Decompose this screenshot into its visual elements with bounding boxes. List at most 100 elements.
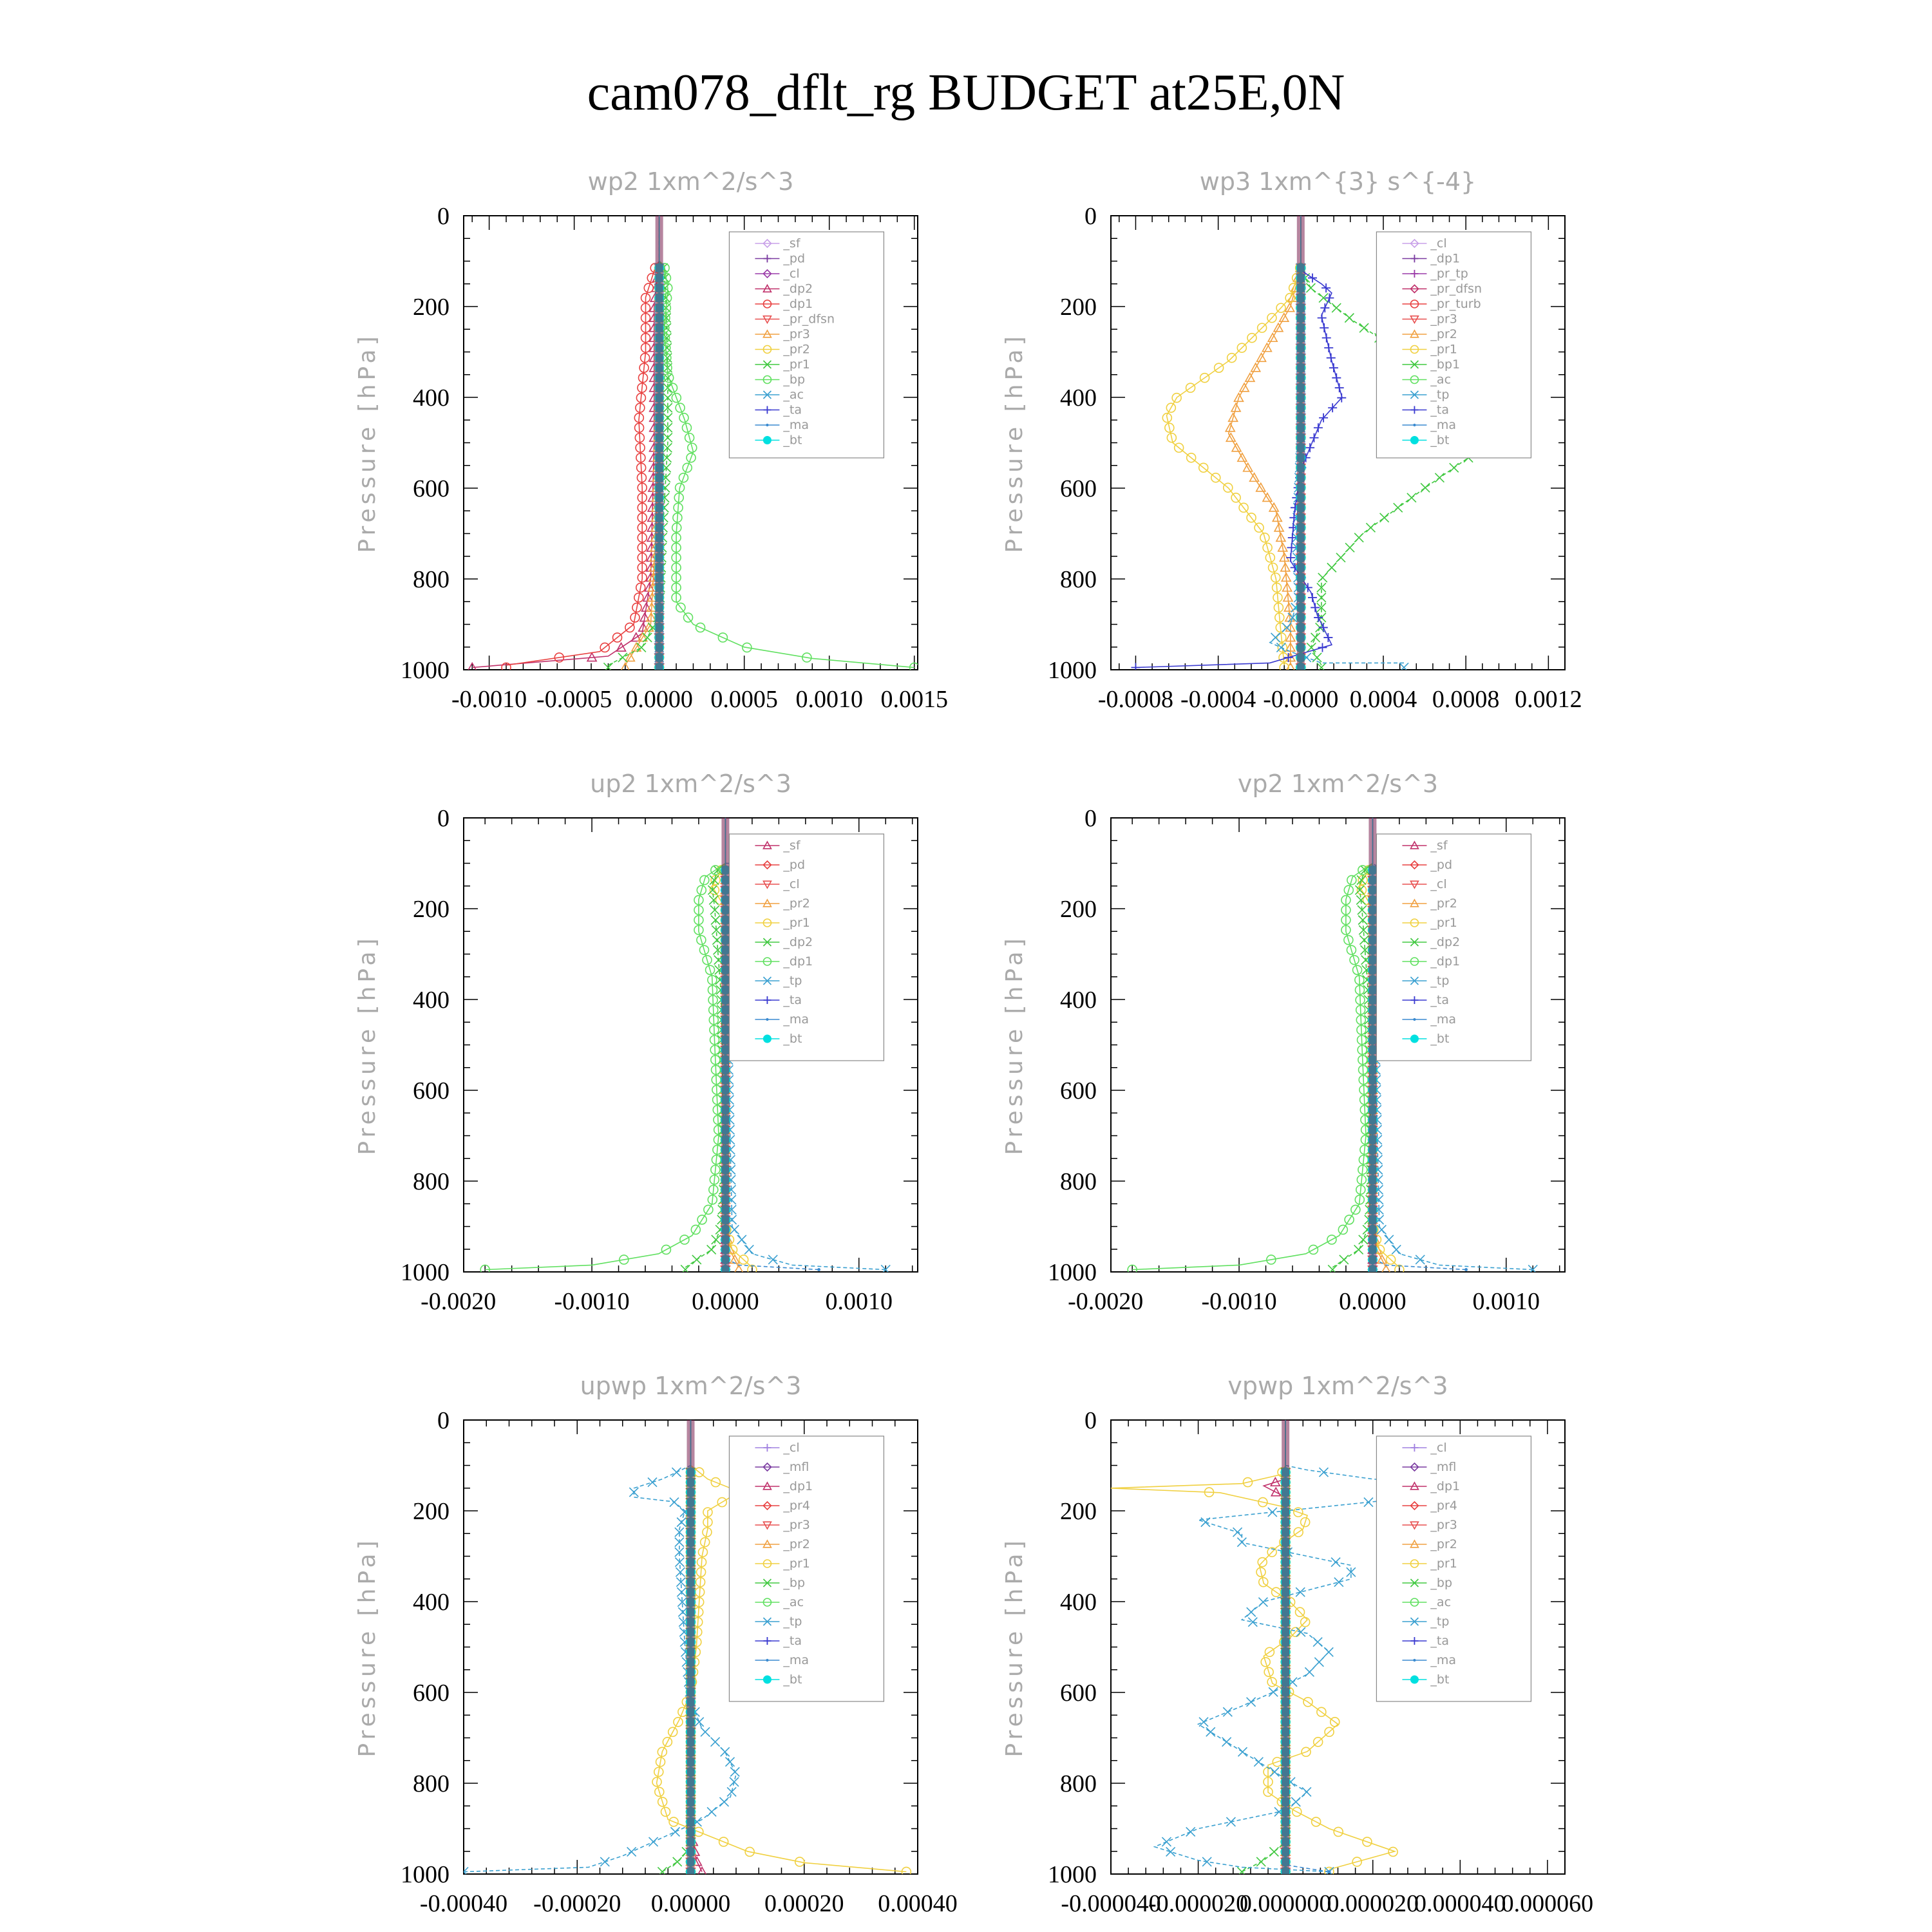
series-marker-bp1 (1434, 473, 1444, 483)
series-marker-dp1 (703, 1204, 714, 1215)
series-marker-dp2 (714, 955, 724, 965)
series-marker-pr3 (645, 612, 657, 622)
series-line-pr2 (1227, 265, 1302, 665)
legend-marker (762, 1521, 772, 1530)
series-marker-bp (663, 372, 674, 383)
series-marker-dp2 (1327, 1264, 1338, 1272)
legend-box (728, 231, 885, 459)
panel-title: vp2 1xm^2/s^3 (1238, 770, 1438, 798)
series-marker-pr1 (1312, 1737, 1323, 1747)
series-marker-bp1 (1318, 293, 1329, 303)
series-marker-dp1 (705, 965, 715, 975)
series-marker-pr1 (1285, 292, 1295, 303)
series-marker-dp1 (1327, 1235, 1337, 1245)
series-marker-ma (1327, 1870, 1331, 1873)
y-tick-label: 0 (1084, 805, 1097, 832)
legend-marker (762, 375, 772, 384)
series-marker-pr1 (1254, 522, 1264, 533)
panels: wp2 1xm^2/s^3 Pressure [hPa] 0 200 400 600 800… (354, 167, 1593, 1917)
series-marker-tp (1282, 622, 1292, 633)
legend-entry: _pr4 (782, 1499, 810, 1513)
series-marker-tp (737, 1235, 747, 1245)
series-marker-dp1 (1341, 905, 1351, 915)
series-marker-tp (1222, 1707, 1233, 1717)
series-marker-pr2 (1273, 522, 1285, 532)
legend-entry: _sf (782, 838, 800, 853)
series-marker-ta (1323, 632, 1333, 642)
series-marker-dp1 (1343, 885, 1354, 895)
series-area (1111, 1420, 1504, 1874)
y-tick-label: 400 (413, 384, 450, 412)
legend-marker (1410, 238, 1419, 249)
series-marker-dp1 (635, 402, 645, 413)
y-tick-label: 400 (1060, 1589, 1097, 1616)
legend-entry: _dp1 (1430, 954, 1460, 969)
series-line-ma (1372, 818, 1466, 1271)
series-marker-tp (676, 1587, 687, 1597)
series-marker-pr1 (710, 1477, 721, 1488)
series-marker-dp1 (708, 1184, 719, 1195)
legend-marker (762, 1462, 772, 1472)
legend-marker (1410, 1034, 1419, 1043)
y-tick-label: 200 (413, 294, 450, 321)
series-marker-dp1 (640, 343, 651, 353)
series-marker-pr1 (1291, 1806, 1302, 1817)
series-marker-bp (671, 542, 681, 553)
series-marker-tp (676, 1577, 686, 1587)
x-tick-label: -0.0020 (1068, 1288, 1143, 1315)
y-tick-label: 400 (1060, 384, 1097, 412)
legend-entry: _ac (1430, 373, 1451, 387)
legend-entry: _cl (1430, 1441, 1446, 1455)
y-tick-label: 600 (413, 1680, 450, 1707)
series-marker-bp (679, 412, 689, 423)
series-marker-pr1 (653, 1766, 664, 1777)
series-marker-bp1 (1344, 313, 1354, 323)
legend-marker (1410, 938, 1419, 947)
series-marker-pr3 (624, 652, 636, 662)
x-tick-label: -0.000040 (1061, 1890, 1160, 1917)
y-tick-label: 1000 (401, 1861, 450, 1888)
series-marker-bp1 (1420, 482, 1430, 493)
series-marker-bp (675, 402, 685, 413)
legend-marker (762, 860, 772, 870)
series-marker-tp (1528, 1264, 1538, 1272)
series-marker-pr1 (1171, 392, 1182, 403)
series-marker-ta (1305, 443, 1315, 453)
series-marker-pr1 (1324, 1727, 1334, 1738)
series-marker-tp (744, 1244, 754, 1255)
series-marker-bp (671, 592, 681, 603)
legend-entry: _ac (1430, 1595, 1451, 1609)
y-tick-label: 0 (437, 1407, 450, 1434)
legend-entry: _tp (782, 1615, 802, 1629)
series-marker-dp2 (706, 1244, 717, 1255)
series-line-dp2 (472, 261, 660, 668)
series-marker-tp (1287, 1677, 1298, 1687)
legend-box (728, 833, 885, 1061)
series-marker-pr1 (1226, 352, 1237, 363)
series-marker-bp (1236, 1866, 1247, 1874)
series-marker-pr1 (642, 632, 652, 643)
series-marker-tp (730, 1766, 740, 1777)
series-marker-pr1 (673, 1717, 683, 1727)
series-marker-pr1 (663, 402, 673, 413)
series-marker-dp1 (679, 1235, 690, 1245)
series-marker-pr1 (1236, 343, 1247, 353)
legend-marker (1413, 1658, 1416, 1662)
series-marker-pr1 (663, 433, 673, 443)
legend-box (1376, 231, 1532, 459)
series-marker-dp2 (692, 1255, 702, 1265)
series-marker-pr2 (1273, 322, 1284, 332)
series-marker-bp (678, 472, 689, 483)
series-marker-dp2 (1354, 885, 1365, 895)
series-marker-dp2 (586, 652, 598, 662)
y-axis-label: Pressure [hPa] (354, 1537, 381, 1757)
series-marker-dp2 (680, 1264, 690, 1272)
series-marker-bp (671, 582, 681, 593)
series-marker-tp (1198, 1717, 1209, 1727)
series-marker-tp (768, 1255, 778, 1265)
y-tick-label: 600 (413, 475, 450, 502)
y-tick-label: 1000 (401, 657, 450, 684)
series-marker-bp (682, 462, 693, 473)
series-marker-dp1 (1127, 1264, 1137, 1272)
